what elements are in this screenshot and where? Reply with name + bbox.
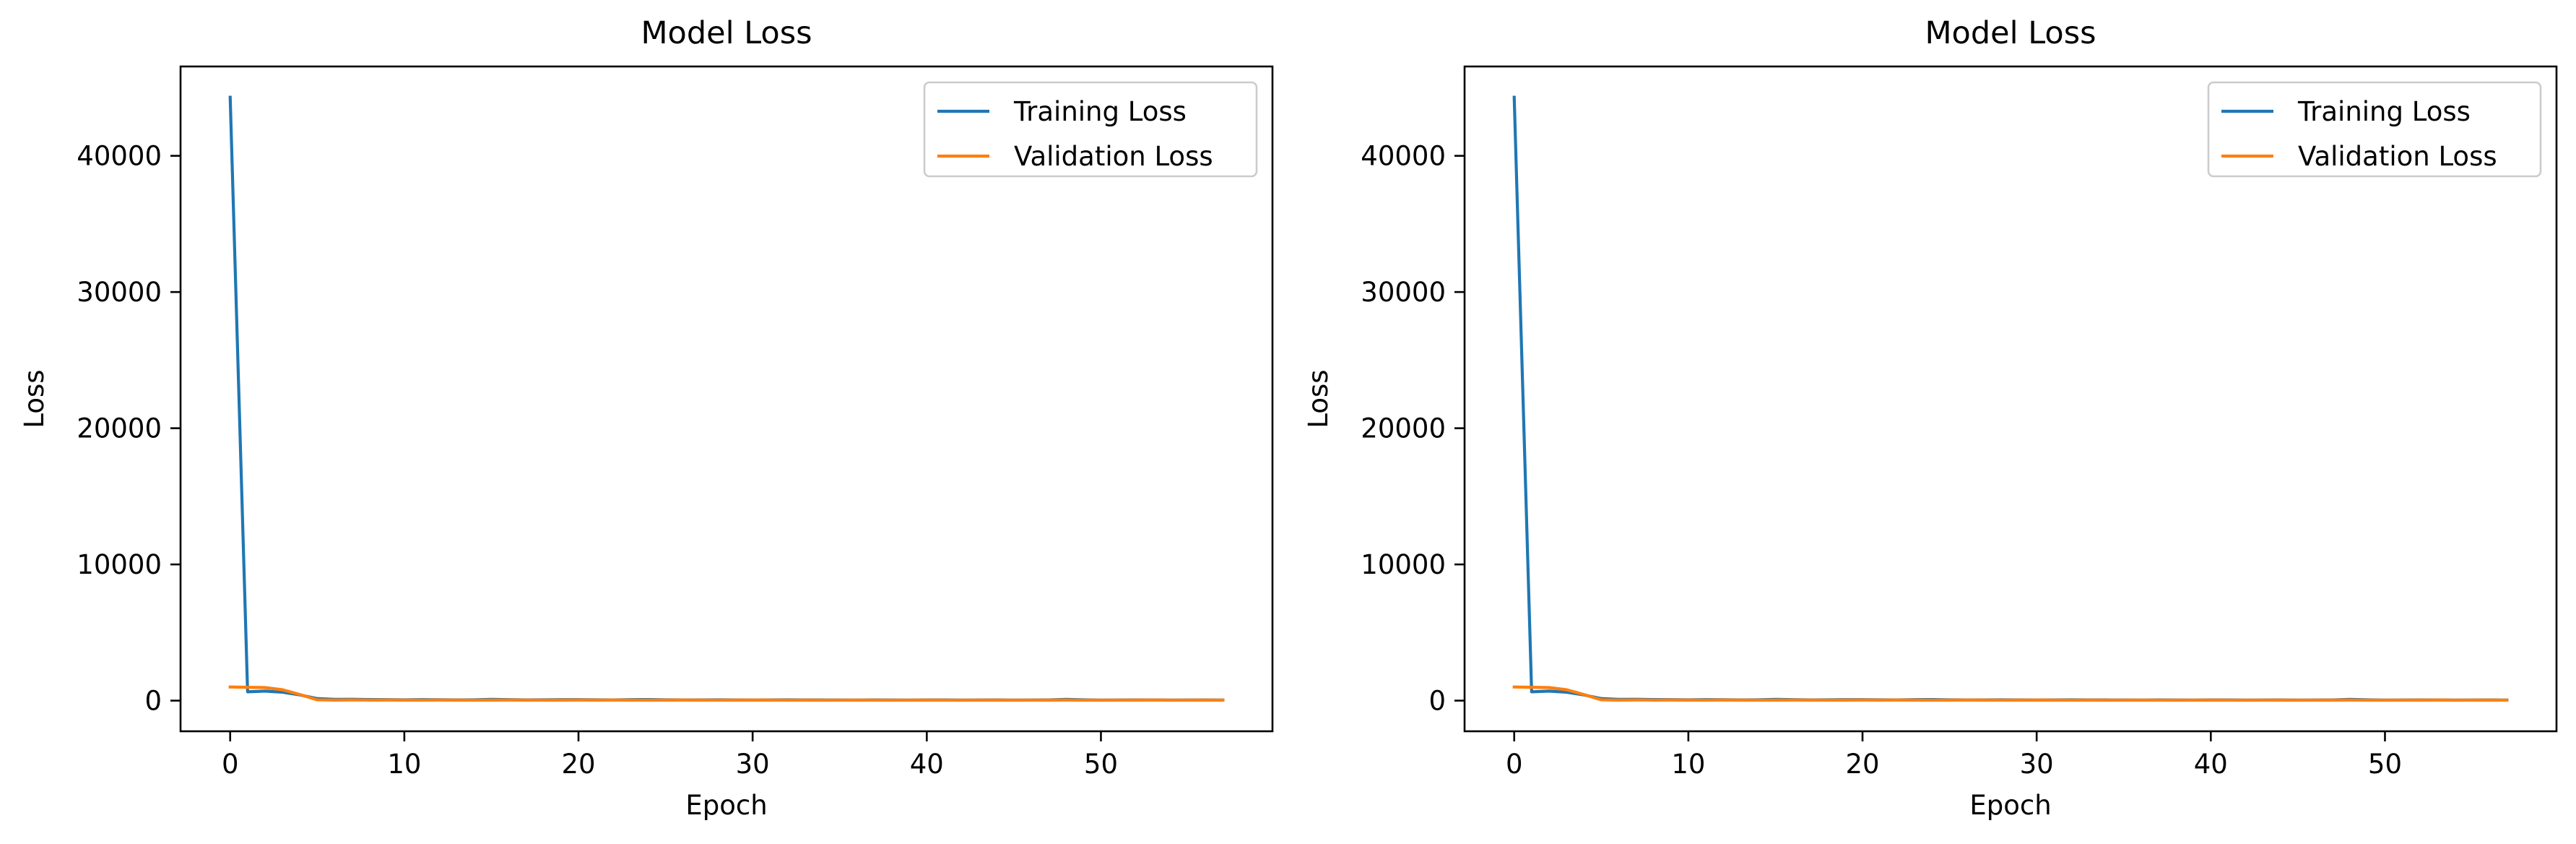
legend-box: [2207, 81, 2542, 178]
x-tick-label: 10: [1671, 749, 1705, 780]
y-tick-label: 20000: [77, 413, 162, 444]
series-line-training-loss: [228, 95, 1225, 702]
series-group: [1512, 95, 2509, 702]
y-axis-label: Loss: [1303, 369, 1334, 428]
legend-label: Training Loss: [2297, 96, 2471, 127]
x-tick-label: 0: [222, 749, 239, 780]
chart-panel-2: 0 10 20 30 40 50 0 10000 20000 30000 40000 Model Lo…: [1303, 15, 2558, 821]
plot-frame: [1463, 65, 2558, 733]
y-tick-label: 0: [1428, 686, 1446, 717]
y-tick-label: 30000: [77, 277, 162, 308]
series-line-validation-loss: [1512, 685, 2509, 702]
x-tick-label: 50: [2368, 749, 2402, 780]
y-tick-label: 10000: [77, 549, 162, 580]
x-tick-label: 30: [736, 749, 770, 780]
x-tick-label: 0: [1506, 749, 1523, 780]
y-tick-label: 0: [144, 686, 162, 717]
chart-title: Model Loss: [641, 15, 812, 51]
x-axis-label: Epoch: [1969, 790, 2051, 821]
series-group: [228, 95, 1225, 702]
chart-panel-1: 0 10 20 30 40 50 0 10000 20000 30000 40000 Model Lo…: [19, 15, 1274, 821]
x-tick-label: 10: [387, 749, 421, 780]
y-tick-label: 30000: [1361, 277, 1446, 308]
legend-label: Validation Loss: [2298, 141, 2497, 172]
legend-label: Training Loss: [1013, 96, 1187, 127]
x-tick-label: 30: [2020, 749, 2054, 780]
legend-box: [923, 81, 1258, 178]
chart-title: Model Loss: [1925, 15, 2096, 51]
x-tick-label: 20: [561, 749, 595, 780]
series-line-training-loss: [1512, 95, 2509, 702]
plot-frame: [179, 65, 1274, 733]
x-tick-label: 50: [1084, 749, 1118, 780]
y-tick-label: 40000: [77, 141, 162, 172]
series-line-validation-loss: [228, 685, 1225, 702]
y-tick-label: 40000: [1361, 141, 1446, 172]
legend: Training Loss Validation Loss: [923, 81, 1258, 178]
x-tick-label: 40: [910, 749, 944, 780]
legend: Training Loss Validation Loss: [2207, 81, 2542, 178]
y-axis-label: Loss: [19, 369, 50, 428]
y-tick-label: 20000: [1361, 413, 1446, 444]
legend-label: Validation Loss: [1014, 141, 1213, 172]
x-tick-label: 20: [1845, 749, 1879, 780]
y-tick-label: 10000: [1361, 549, 1446, 580]
x-axis-label: Epoch: [685, 790, 767, 821]
x-tick-label: 40: [2194, 749, 2228, 780]
